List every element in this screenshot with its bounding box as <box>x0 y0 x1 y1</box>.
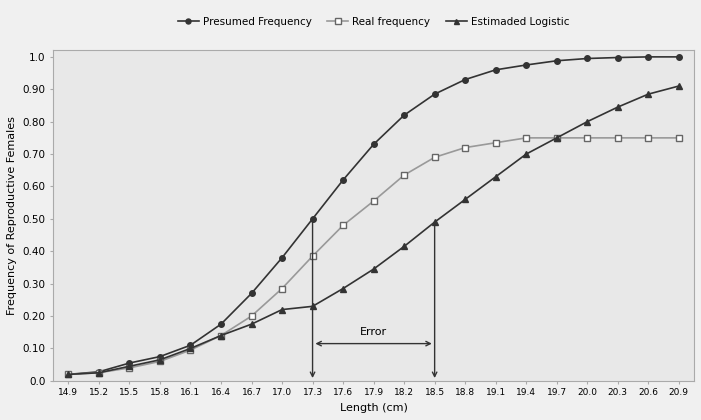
Presumed Frequency <box>674 54 683 59</box>
Real frequency <box>247 314 256 319</box>
Estimaded Logistic <box>522 152 531 157</box>
X-axis label: Length (cm): Length (cm) <box>340 403 407 413</box>
Real frequency <box>583 135 592 140</box>
Presumed Frequency <box>369 142 378 147</box>
Real frequency <box>522 135 531 140</box>
Real frequency <box>156 359 164 364</box>
Line: Presumed Frequency: Presumed Frequency <box>66 54 681 377</box>
Presumed Frequency <box>583 56 592 61</box>
Real frequency <box>308 254 317 259</box>
Real frequency <box>186 348 195 353</box>
Text: Error: Error <box>360 327 387 337</box>
Estimaded Logistic <box>491 174 500 179</box>
Estimaded Logistic <box>125 364 134 369</box>
Presumed Frequency <box>491 67 500 72</box>
Estimaded Logistic <box>430 220 439 225</box>
Presumed Frequency <box>64 372 73 377</box>
Y-axis label: Frequency of Reproductive Females: Frequency of Reproductive Females <box>7 116 17 315</box>
Real frequency <box>644 135 653 140</box>
Line: Real frequency: Real frequency <box>65 134 682 378</box>
Presumed Frequency <box>95 369 103 374</box>
Presumed Frequency <box>308 216 317 221</box>
Presumed Frequency <box>247 291 256 296</box>
Real frequency <box>278 286 286 291</box>
Estimaded Logistic <box>613 105 622 110</box>
Real frequency <box>217 333 225 338</box>
Real frequency <box>552 135 561 140</box>
Estimaded Logistic <box>217 333 225 338</box>
Estimaded Logistic <box>308 304 317 309</box>
Real frequency <box>491 140 500 145</box>
Real frequency <box>430 155 439 160</box>
Real frequency <box>125 365 134 370</box>
Presumed Frequency <box>278 255 286 260</box>
Estimaded Logistic <box>552 135 561 140</box>
Real frequency <box>369 199 378 204</box>
Estimaded Logistic <box>186 346 195 351</box>
Presumed Frequency <box>644 54 653 59</box>
Estimaded Logistic <box>64 372 73 377</box>
Presumed Frequency <box>400 113 408 118</box>
Real frequency <box>64 372 73 377</box>
Estimaded Logistic <box>156 357 164 362</box>
Estimaded Logistic <box>95 370 103 375</box>
Presumed Frequency <box>552 58 561 63</box>
Estimaded Logistic <box>369 267 378 272</box>
Real frequency <box>461 145 470 150</box>
Real frequency <box>674 135 683 140</box>
Estimaded Logistic <box>461 197 470 202</box>
Presumed Frequency <box>430 92 439 97</box>
Presumed Frequency <box>339 178 347 183</box>
Estimaded Logistic <box>400 244 408 249</box>
Estimaded Logistic <box>674 84 683 89</box>
Presumed Frequency <box>156 354 164 359</box>
Presumed Frequency <box>186 343 195 348</box>
Real frequency <box>613 135 622 140</box>
Presumed Frequency <box>217 322 225 327</box>
Presumed Frequency <box>125 360 134 365</box>
Real frequency <box>400 173 408 178</box>
Presumed Frequency <box>613 55 622 60</box>
Line: Estimaded Logistic: Estimaded Logistic <box>66 83 681 377</box>
Estimaded Logistic <box>278 307 286 312</box>
Real frequency <box>339 223 347 228</box>
Presumed Frequency <box>522 63 531 68</box>
Estimaded Logistic <box>339 286 347 291</box>
Legend: Presumed Frequency, Real frequency, Estimaded Logistic: Presumed Frequency, Real frequency, Esti… <box>174 13 573 31</box>
Presumed Frequency <box>461 77 470 82</box>
Estimaded Logistic <box>644 92 653 97</box>
Estimaded Logistic <box>247 322 256 327</box>
Estimaded Logistic <box>583 119 592 124</box>
Real frequency <box>95 370 103 375</box>
